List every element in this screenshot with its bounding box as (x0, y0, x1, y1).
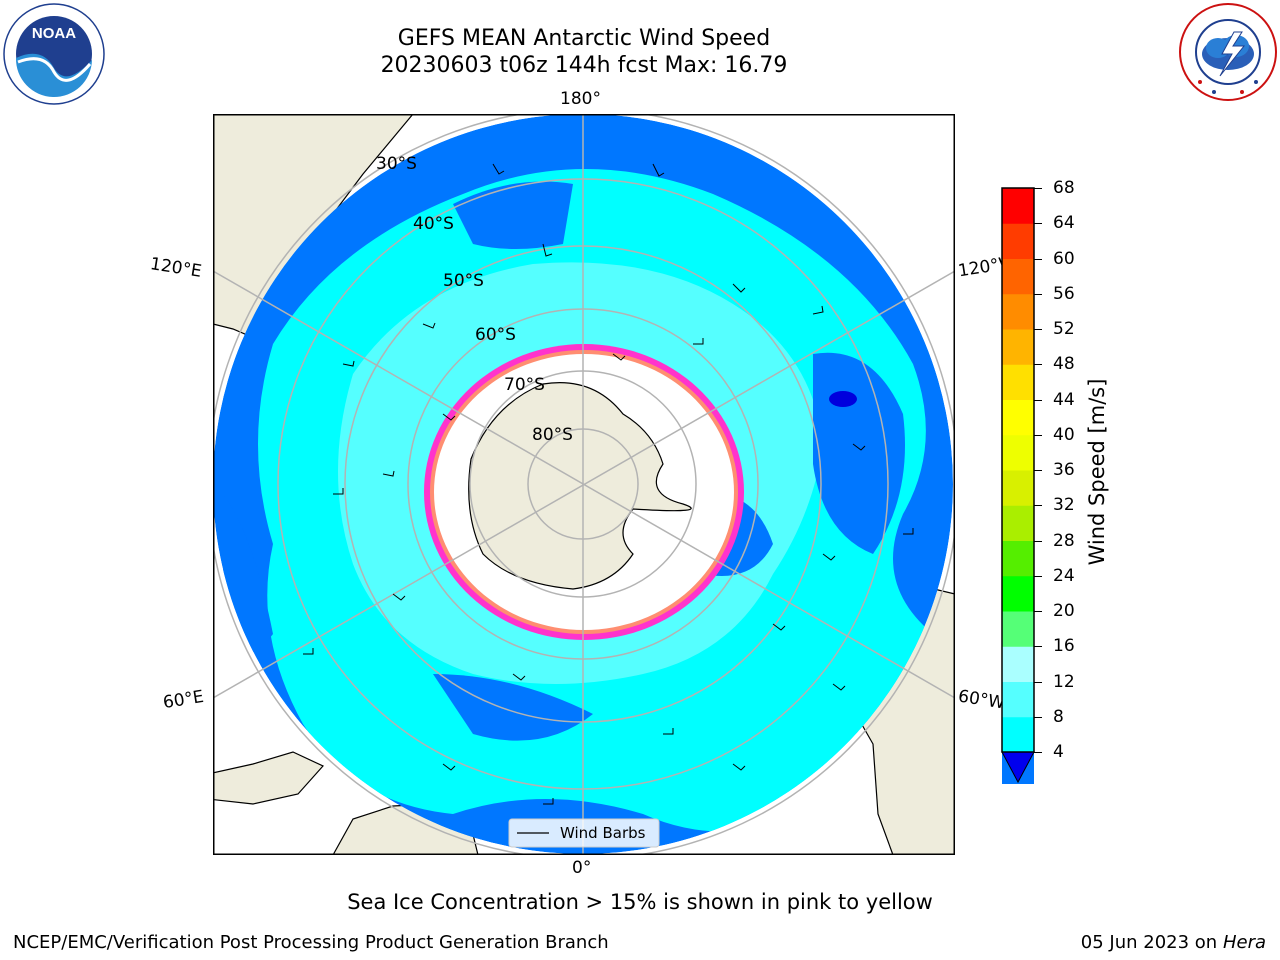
lon-label-upper-left: 120°E (148, 254, 203, 282)
map-legend: Wind Barbs (508, 818, 660, 848)
legend-label: Wind Barbs (560, 824, 646, 842)
lon-label-top: 180° (560, 89, 601, 109)
colorbar-tick-mark (1034, 470, 1042, 471)
colorbar-tick-label: 52 (1053, 319, 1075, 339)
colorbar-tick-label: 48 (1053, 354, 1075, 375)
colorbar-cell (1002, 540, 1034, 577)
colorbar-tick-label: 32 (1053, 495, 1075, 516)
sea-ice-caption: Sea Ice Concentration > 15% is shown in … (347, 890, 933, 914)
colorbar-tick-label: 4 (1053, 742, 1064, 762)
chart-subtitle: 20230603 t06z 144h fcst Max: 16.79 (380, 53, 788, 78)
lon-label-lower-left: 60°E (161, 686, 206, 714)
colorbar-tick-label: 44 (1053, 389, 1075, 410)
credit-text: NCEP/EMC/Verification Post Processing Pr… (13, 932, 609, 953)
lat-label-40: 40°S (413, 214, 454, 234)
colorbar-cell (1002, 364, 1034, 400)
colorbar-tick-mark (1034, 399, 1042, 401)
colorbar-tick-mark (1034, 364, 1042, 366)
colorbar-tick-mark (1034, 434, 1042, 436)
lat-label-30: 30°S (376, 154, 417, 174)
colorbar-tick-label: 56 (1053, 283, 1075, 304)
graticule (213, 114, 955, 855)
colorbar-cell (1002, 611, 1034, 647)
machine-name: Hera (1222, 932, 1266, 953)
colorbar-tick-label: 68 (1053, 178, 1075, 198)
noaa-logo: NOAA (3, 3, 105, 105)
run-info: 05 Jun 2023 on Hera (1081, 932, 1266, 953)
colorbar-tick-label: 36 (1053, 460, 1075, 480)
colorbar-tick-mark (1034, 329, 1042, 330)
colorbar-tick-label: 64 (1053, 213, 1075, 234)
antarctica (468, 382, 692, 590)
colorbar-tick-label: 16 (1053, 636, 1075, 657)
nws-logo (1179, 3, 1277, 101)
colorbar-cell (1002, 434, 1034, 471)
colorbar-cell (1002, 329, 1034, 365)
lon-label-lower-right: 60°W (956, 686, 1007, 714)
noaa-logo-text: NOAA (32, 25, 76, 42)
colorbar-tick-label: 28 (1053, 530, 1075, 551)
colorbar-cell (1002, 293, 1034, 330)
colorbar-cell (1002, 716, 1034, 753)
colorbar-tick-mark (1034, 540, 1042, 542)
colorbar-tick-mark (1034, 188, 1042, 189)
colorbar-tick-mark (1034, 223, 1042, 225)
colorbar-tick-label: 60 (1053, 248, 1075, 269)
lat-label-70: 70°S (504, 375, 545, 395)
chart-title: GEFS MEAN Antarctic Wind Speed (397, 26, 771, 51)
colorbar-cell (1002, 399, 1034, 436)
colorbar-tick-mark (1034, 716, 1042, 718)
colorbar-tick-mark (1034, 505, 1042, 507)
wind-barbs (303, 163, 914, 805)
polar-map: 30°S 40°S 50°S 60°S 70°S 80°S Wind Barbs (213, 114, 955, 855)
colorbar-tick-mark (1034, 752, 1042, 753)
colorbar-tick-mark (1034, 646, 1042, 648)
colorbar-tick-label: 8 (1053, 706, 1064, 727)
colorbar-tick-label: 12 (1053, 671, 1075, 692)
colorbar-cell (1002, 505, 1034, 541)
colorbar-label: Wind Speed [m/s] (1085, 378, 1109, 566)
colorbar-tick-mark (1034, 681, 1042, 683)
lon-label-bottom: 0° (572, 858, 592, 878)
colorbar (1001, 187, 1035, 784)
madagascar (213, 751, 324, 805)
colorbar-cell (1002, 188, 1034, 224)
colorbar-cell (1002, 258, 1034, 295)
colorbar-tick-label: 40 (1053, 424, 1075, 445)
lat-label-50: 50°S (443, 271, 484, 291)
colorbar-tick-mark (1034, 258, 1042, 260)
colorbar-cell (1002, 646, 1034, 682)
colorbar-cell (1002, 575, 1034, 612)
lat-label-80: 80°S (532, 425, 573, 445)
colorbar-cell (1002, 681, 1034, 718)
colorbar-tick-mark (1034, 293, 1042, 295)
run-date: 05 Jun 2023 on (1080, 932, 1218, 953)
colorbar-tick-mark (1034, 575, 1042, 577)
colorbar-tick-label: 24 (1053, 565, 1075, 586)
colorbar-cell (1002, 223, 1034, 259)
lat-label-60: 60°S (475, 325, 516, 345)
colorbar-tick-label: 20 (1053, 601, 1075, 621)
colorbar-tick-mark (1034, 611, 1042, 612)
colorbar-cell (1002, 470, 1034, 506)
